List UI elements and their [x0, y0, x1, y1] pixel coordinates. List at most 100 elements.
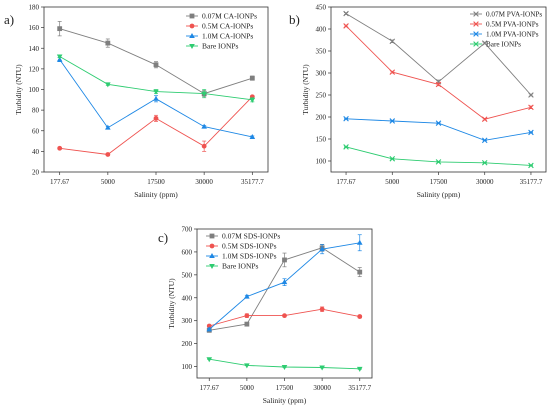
y-axis-label: Turbidity (NTU): [167, 278, 176, 329]
legend-label: Bare IONPs: [486, 41, 521, 49]
y-tick-label: 20: [32, 169, 40, 177]
legend-marker: [473, 31, 479, 37]
data-point: [389, 118, 396, 124]
series-0-5m-pva-ionps: [343, 23, 534, 122]
y-tick-label: 60: [32, 127, 40, 135]
legend-marker: [189, 13, 195, 19]
data-point: [201, 91, 207, 97]
data-point: [528, 92, 534, 98]
series-1-0m-sds-ionps: [206, 234, 363, 332]
x-axis-label: Salinity (ppm): [417, 190, 461, 199]
data-point: [201, 143, 207, 149]
y-tick-label: 700: [182, 226, 193, 234]
legend-label: 1.0M SDS-IONPs: [222, 252, 277, 261]
data-point: [57, 145, 63, 151]
x-tick-label: 5000: [240, 384, 255, 392]
series-bare-ionps: [343, 144, 534, 169]
legend-marker: [189, 33, 195, 38]
data-point: [56, 54, 63, 60]
legend-label: Bare IONPs: [202, 42, 239, 51]
legend-label: 1.0M CA-IONPs: [202, 32, 253, 41]
data-point: [343, 115, 349, 122]
data-point: [481, 159, 488, 166]
y-tick-label: 250: [316, 92, 327, 100]
legend-marker: [209, 253, 215, 258]
legend-entry: 0.5M PVA-IONPs: [470, 21, 539, 29]
panel-label: b): [289, 12, 300, 27]
data-point: [389, 156, 396, 162]
series-1-0m-pva-ionps: [343, 115, 534, 144]
legend-entry: 0.5M CA-IONPs: [186, 22, 253, 31]
legend-label: 0.5M PVA-IONPs: [486, 21, 539, 29]
data-point: [343, 23, 349, 29]
y-tick-label: 150: [316, 136, 327, 144]
data-point: [435, 159, 442, 165]
data-point: [281, 364, 288, 370]
series-bare-ionps: [206, 357, 363, 372]
data-point: [206, 357, 213, 363]
data-point: [343, 144, 349, 150]
data-point: [206, 326, 213, 332]
data-point: [319, 365, 325, 371]
x-tick-label: 30000: [195, 178, 213, 186]
x-tick-label: 177.67: [200, 384, 220, 392]
data-point: [249, 75, 255, 81]
x-tick-label: 177.67: [50, 178, 70, 186]
y-tick-label: 120: [29, 65, 40, 73]
legend-entry: Bare IONPs: [470, 41, 521, 49]
x-axis-label: Salinity (ppm): [134, 190, 178, 199]
x-tick-label: 17500: [430, 178, 448, 186]
legend-entry: 0.5M SDS-IONPs: [206, 242, 277, 251]
y-tick-label: 500: [182, 271, 193, 279]
y-axis-label: Turbidity (NTU): [301, 64, 310, 115]
y-tick-label: 100: [316, 158, 327, 166]
y-tick-label: 180: [29, 4, 40, 12]
data-point: [244, 363, 250, 369]
y-tick-label: 200: [182, 340, 193, 348]
data-point: [389, 38, 396, 45]
legend-label: 0.07M SDS-IONPs: [222, 232, 280, 241]
data-point: [249, 133, 256, 139]
x-tick-label: 5000: [101, 178, 116, 186]
x-tick-label: 30000: [476, 178, 494, 186]
data-point: [357, 269, 363, 275]
legend-label: 0.5M CA-IONPs: [202, 22, 253, 31]
legend-entry: Bare IONPs: [186, 42, 239, 51]
legend-marker: [473, 21, 479, 27]
y-tick-label: 160: [29, 24, 40, 32]
legend-entry: 0.07M CA-IONPs: [186, 12, 257, 21]
data-point: [105, 124, 111, 130]
data-point: [389, 69, 396, 75]
legend-marker: [209, 264, 215, 269]
data-point: [206, 323, 212, 329]
legend-marker: [473, 11, 479, 17]
data-point: [528, 162, 534, 169]
legend-marker: [189, 44, 195, 49]
legend-label: 1.0M PVA-IONPs: [486, 31, 539, 39]
panel-label: c): [158, 230, 168, 245]
legend-marker: [209, 243, 215, 249]
series-0-5m-ca-ionps: [57, 94, 255, 157]
y-tick-label: 300: [316, 70, 327, 78]
x-tick-label: 17500: [276, 384, 294, 392]
data-point: [435, 120, 442, 126]
data-point: [343, 10, 349, 17]
data-point: [57, 26, 63, 32]
chart-panel-a: a) 20 40 60 80 100 120 140 160 180 177.67 5000 17500…: [4, 4, 269, 199]
y-tick-label: 350: [316, 48, 327, 56]
y-tick-label: 300: [182, 317, 193, 325]
legend-marker: [189, 23, 195, 29]
data-point: [282, 257, 287, 263]
y-tick-label: 400: [316, 26, 327, 34]
data-point: [481, 116, 488, 122]
data-point: [244, 321, 250, 327]
series-1-0m-ca-ionps: [56, 56, 256, 139]
legend-entry: 0.07M PVA-IONPs: [470, 11, 542, 19]
y-tick-label: 80: [32, 107, 40, 115]
data-point: [153, 62, 159, 68]
data-point: [153, 89, 159, 95]
y-tick-label: 100: [29, 86, 40, 94]
legend-marker: [473, 41, 479, 47]
